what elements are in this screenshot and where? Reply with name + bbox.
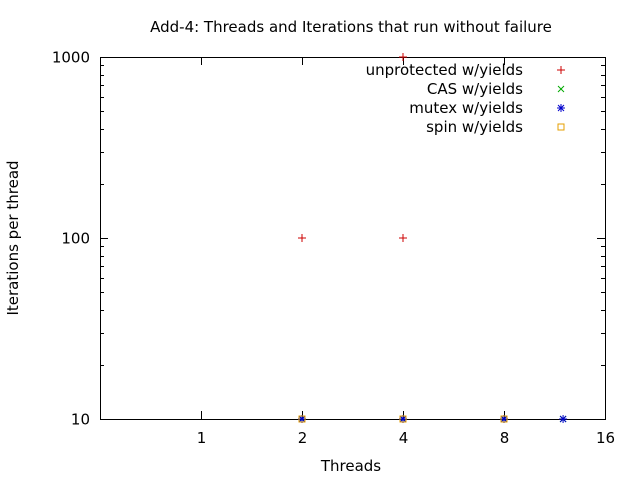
data-point-series-3-2	[500, 415, 508, 423]
y-tick-label-1: 100	[61, 230, 90, 248]
data-point-series-3-0	[298, 415, 306, 423]
data-point-series-0-4	[399, 53, 407, 61]
x-tick-label-0: 1	[197, 429, 207, 447]
legend-label-1: CAS w/yields	[427, 80, 523, 98]
legend-label-0: unprotected w/yields	[366, 61, 524, 79]
legend-marker-3	[557, 123, 565, 131]
data-point-series-0-1	[298, 234, 306, 242]
legend-marker-2	[557, 104, 565, 112]
y-axis-label: Iterations per thread	[4, 160, 22, 315]
y-tick-label-2: 1000	[52, 49, 90, 67]
data-point-series-3-1	[399, 415, 407, 423]
legend-marker-1	[557, 85, 565, 93]
legend-marker-0	[557, 66, 565, 74]
x-tick-label-1: 2	[298, 429, 308, 447]
axis-ticks: 1 2 4 8 16 10 100 1000	[52, 49, 615, 448]
data-point-series-2-3	[559, 415, 568, 423]
y-tick-label-0: 10	[71, 411, 90, 429]
data-point-series-0-3	[399, 234, 407, 242]
x-axis-label: Threads	[320, 457, 381, 475]
x-tick-label-3: 8	[500, 429, 510, 447]
plot-area-border	[100, 57, 606, 420]
data-points	[298, 53, 568, 423]
x-tick-label-4: 16	[596, 429, 615, 447]
chart-title: Add-4: Threads and Iterations that run w…	[150, 18, 552, 36]
legend-label-2: mutex w/yields	[409, 99, 523, 117]
legend-label-3: spin w/yields	[426, 118, 523, 136]
x-tick-label-2: 4	[399, 429, 409, 447]
